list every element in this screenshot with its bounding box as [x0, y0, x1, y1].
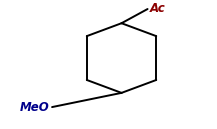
Text: MeO: MeO — [20, 101, 50, 114]
Text: Ac: Ac — [150, 2, 166, 15]
